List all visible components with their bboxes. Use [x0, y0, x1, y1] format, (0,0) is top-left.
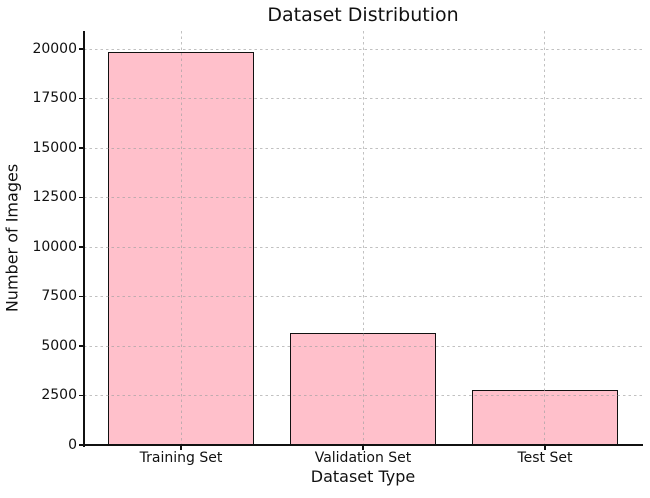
- y-tick-mark: [79, 97, 83, 100]
- y-tick-mark: [79, 48, 83, 50]
- gridline-vertical: [180, 31, 182, 445]
- y-tick-mark: [79, 246, 83, 248]
- y-tick-label: 2500: [41, 387, 77, 404]
- x-tick-label: Test Set: [517, 450, 573, 466]
- y-tick-label: 17500: [32, 90, 77, 107]
- y-tick-label: 5000: [41, 337, 77, 354]
- y-tick-label: 20000: [32, 40, 77, 57]
- y-axis-spine: [83, 31, 85, 447]
- y-tick-mark: [79, 196, 83, 199]
- y-tick-mark: [79, 345, 83, 347]
- x-axis-label: Dataset Type: [310, 467, 416, 486]
- y-tick-label: 12500: [32, 189, 77, 206]
- x-tick-mark: [544, 446, 546, 450]
- y-tick-label: 10000: [32, 238, 77, 255]
- gridline-vertical: [544, 31, 546, 445]
- x-tick-mark: [362, 446, 364, 450]
- y-tick-label: 7500: [41, 288, 77, 305]
- y-tick-label: 0: [68, 437, 77, 453]
- y-tick-mark: [79, 147, 83, 149]
- y-tick-mark: [79, 295, 83, 298]
- chart-title: Dataset Distribution: [267, 4, 459, 26]
- x-tick-label: Validation Set: [314, 450, 412, 466]
- x-tick-mark: [180, 446, 182, 450]
- x-axis-spine: [83, 444, 643, 446]
- y-tick-mark: [79, 394, 83, 397]
- y-tick-mark: [79, 444, 83, 446]
- y-tick-label: 15000: [32, 139, 77, 156]
- plot-area: [84, 31, 642, 445]
- x-tick-label: Training Set: [139, 450, 223, 466]
- gridline-vertical: [362, 31, 364, 445]
